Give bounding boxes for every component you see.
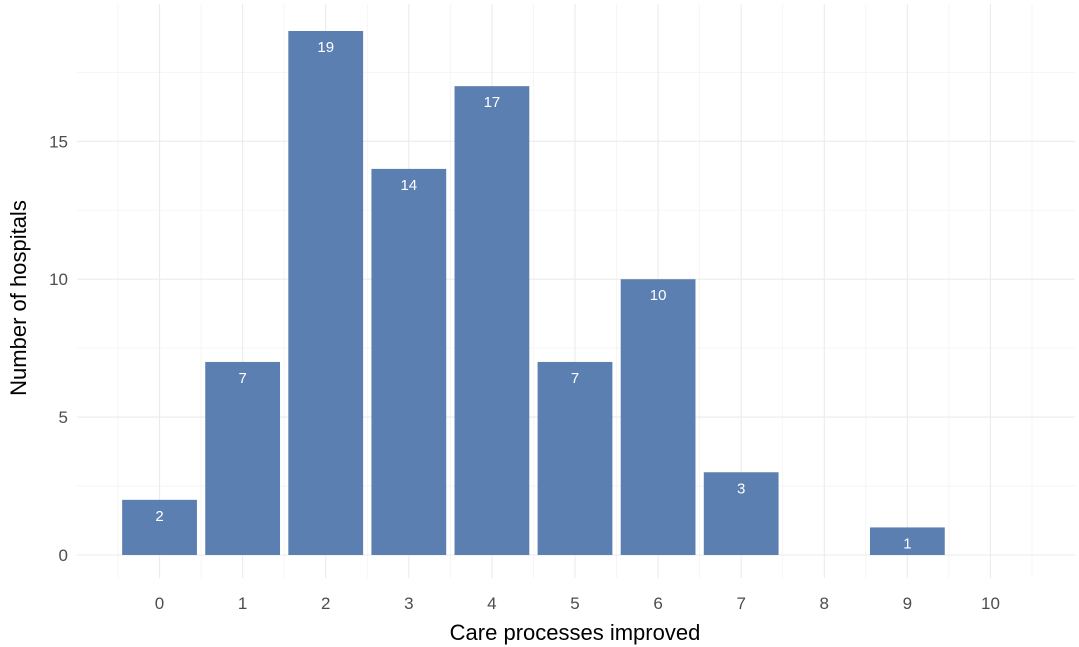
bar xyxy=(703,472,779,555)
bar-value-label: 3 xyxy=(737,480,745,497)
bar-value-label: 7 xyxy=(238,370,246,387)
y-tick-label: 15 xyxy=(49,132,68,151)
bar-value-label: 1 xyxy=(903,535,911,552)
x-tick-label: 4 xyxy=(487,594,496,613)
bar xyxy=(371,168,447,556)
bar-value-label: 14 xyxy=(400,177,417,194)
bar-labels: 2 7 19 14 17 7 10 3 1 xyxy=(155,39,911,552)
bar-value-label: 19 xyxy=(317,39,334,56)
x-tick-label: 2 xyxy=(321,594,330,613)
bar xyxy=(122,499,197,555)
y-tick-label: 0 xyxy=(59,546,68,565)
x-tick-label: 1 xyxy=(238,594,247,613)
x-axis-title: Care processes improved xyxy=(450,620,701,645)
x-tick-label: 0 xyxy=(155,594,164,613)
bar-value-label: 7 xyxy=(571,370,579,387)
y-tick-label: 5 xyxy=(59,408,68,427)
y-tick-label: 10 xyxy=(49,270,68,289)
bar-value-label: 2 xyxy=(155,508,163,525)
bar-value-label: 10 xyxy=(650,287,667,304)
bar-value-label: 17 xyxy=(484,94,501,111)
y-axis-title: Number of hospitals xyxy=(6,200,31,396)
bar xyxy=(205,361,281,555)
x-tick-label: 6 xyxy=(653,594,662,613)
bars xyxy=(122,31,945,556)
x-axis-ticks: 0 1 2 3 4 5 6 7 8 9 10 xyxy=(155,594,1000,613)
bar xyxy=(869,527,945,555)
bar xyxy=(288,31,364,555)
x-tick-label: 3 xyxy=(404,594,413,613)
x-tick-label: 10 xyxy=(981,594,1000,613)
x-tick-label: 5 xyxy=(570,594,579,613)
bar xyxy=(620,279,696,555)
bar xyxy=(537,361,613,555)
x-tick-label: 9 xyxy=(903,594,912,613)
bar xyxy=(454,86,530,555)
x-tick-label: 8 xyxy=(820,594,829,613)
y-axis-ticks: 0 5 10 15 xyxy=(49,132,68,565)
x-tick-label: 7 xyxy=(736,594,745,613)
